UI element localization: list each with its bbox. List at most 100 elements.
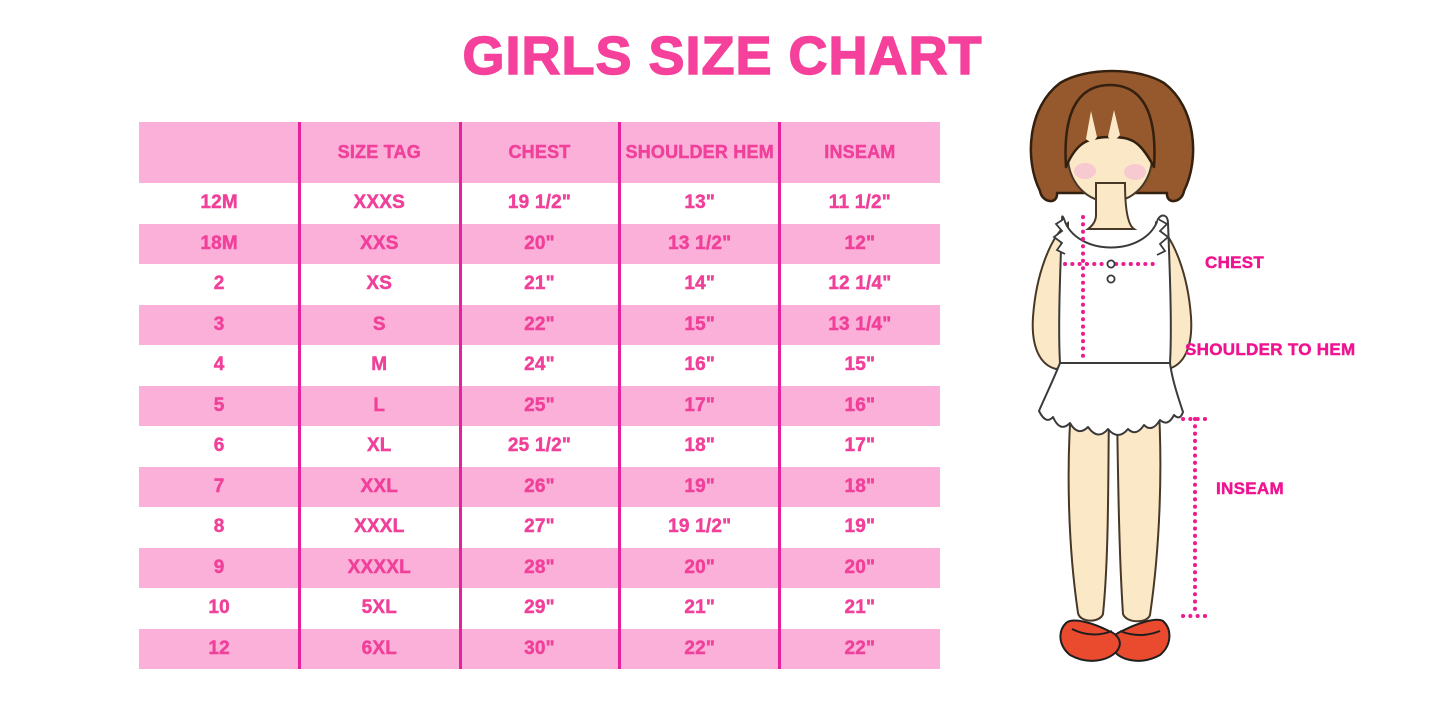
table-cell: 25" xyxy=(524,394,555,416)
table-cell: 20" xyxy=(684,556,716,578)
table-cell: 14" xyxy=(684,273,716,295)
table-cell: 25 1/2" xyxy=(507,435,572,457)
left-leg xyxy=(1067,393,1111,622)
table-cell: XXS xyxy=(359,232,399,254)
table-row: 8 XXXL 27" 19 1/2" 19" xyxy=(139,507,940,548)
bangs-notch xyxy=(1108,110,1120,140)
table-cell: 22" xyxy=(524,313,555,335)
table-cell: 10 xyxy=(208,597,230,619)
table-row: 7 XXL 26" 19" 18" xyxy=(139,466,940,507)
table-cell: XXL xyxy=(360,475,399,497)
table-cell: 29" xyxy=(524,597,555,619)
table-cell: 13" xyxy=(684,192,716,214)
column-header: SHOULDER HEM xyxy=(625,142,774,162)
table-cell: 28" xyxy=(524,556,555,578)
table-cell: 27" xyxy=(524,516,555,538)
table-cell: 12 1/4" xyxy=(828,273,892,295)
table-row: 12 6XL 30" 22" 22" xyxy=(139,628,940,669)
table-cell: 17" xyxy=(684,394,716,416)
table-cell: 12 xyxy=(208,637,230,659)
table-cell: 17" xyxy=(844,435,876,457)
bangs-notch xyxy=(1086,111,1097,142)
table-cell: 6XL xyxy=(361,637,398,659)
skirt xyxy=(1038,362,1184,436)
column-header: INSEAM xyxy=(824,142,896,162)
table-cell: 21" xyxy=(684,597,716,619)
table-cell: 22" xyxy=(684,637,716,659)
table-cell: 18" xyxy=(844,475,876,497)
table-cell: 6 xyxy=(213,435,225,457)
table-cell: XXXXL xyxy=(347,556,411,578)
table-cell: 24" xyxy=(524,354,555,376)
table-cell: 21" xyxy=(844,597,876,619)
table-cell: 16" xyxy=(844,394,876,416)
button xyxy=(1106,259,1116,269)
page-title: GIRLS SIZE CHART xyxy=(462,26,983,86)
table-row: 6 XL 25 1/2" 18" 17" xyxy=(139,426,940,467)
inseam-label: INSEAM xyxy=(1216,479,1284,498)
table-cell: XXXS xyxy=(353,192,406,214)
button xyxy=(1106,274,1116,284)
table-cell: 22" xyxy=(844,637,876,659)
table-cell: 4 xyxy=(213,354,225,376)
table-cell: 13 1/2" xyxy=(668,232,732,254)
left-shoulder-ruffle xyxy=(1052,218,1066,255)
column-header: CHEST xyxy=(508,142,571,162)
shoes xyxy=(1059,618,1171,662)
table-row: 9 XXXXL 28" 20" 20" xyxy=(139,547,940,588)
table-cell: 20" xyxy=(844,556,876,578)
table-cell: 19" xyxy=(684,475,716,497)
table-cell: 9 xyxy=(213,556,225,578)
table-cell: 21" xyxy=(524,273,555,295)
table-row: 12M XXXS 19 1/2" 13" 11 1/2" xyxy=(139,183,940,224)
right-leg xyxy=(1115,393,1162,623)
table-cell: 30" xyxy=(524,637,555,659)
table-cell: 19" xyxy=(844,516,876,538)
right-shoulder-ruffle xyxy=(1156,218,1170,256)
table-cell: 18M xyxy=(200,232,238,254)
table-cell: 20" xyxy=(524,232,555,254)
girl-illustration xyxy=(1020,65,1445,675)
legs xyxy=(1067,393,1162,623)
neck xyxy=(1085,182,1138,230)
table-cell: 5XL xyxy=(361,597,398,619)
bangs xyxy=(1064,83,1156,169)
blush-right xyxy=(1124,164,1146,180)
table-cell: 8 xyxy=(213,516,225,538)
left-shoe xyxy=(1059,619,1121,662)
table-row: 3 S 22" 15" 13 1/4" xyxy=(139,304,940,345)
table-cell: 5 xyxy=(213,394,225,416)
table-cell: 26" xyxy=(524,475,555,497)
table-row: 5 L 25" 17" 16" xyxy=(139,385,940,426)
table-cell: 2 xyxy=(213,273,225,295)
table-cell: 3 xyxy=(213,313,225,335)
girl-figure-drawing xyxy=(1029,69,1209,662)
table-cell: 13 1/4" xyxy=(828,313,892,335)
table-cell: 16" xyxy=(684,354,716,376)
table-cell: 12M xyxy=(200,192,238,214)
table-cell: 7 xyxy=(213,475,225,497)
table-cell: 18" xyxy=(684,435,716,457)
table-cell: S xyxy=(372,313,386,335)
chest-label: CHEST xyxy=(1205,253,1265,272)
column-header xyxy=(139,122,299,183)
table-cell: 15" xyxy=(684,313,716,335)
table-cell: XXXL xyxy=(354,516,405,538)
table-cell: XL xyxy=(366,435,392,457)
shoulder-to-hem-label: SHOULDER TO HEM xyxy=(1185,340,1356,359)
column-header: SIZE TAG xyxy=(337,142,421,162)
table-cell: XS xyxy=(366,273,393,295)
top-bodice xyxy=(1058,214,1172,364)
table-cell: 12" xyxy=(844,232,876,254)
table-cell: 11 1/2" xyxy=(828,192,891,214)
table-row: 4 M 24" 16" 15" xyxy=(139,345,940,386)
table-cell: 15" xyxy=(844,354,876,376)
table-row: 10 5XL 29" 21" 21" xyxy=(139,588,940,629)
table-cell: 19 1/2" xyxy=(668,516,732,538)
blush-left xyxy=(1074,163,1096,179)
table-row: 2 XS 21" 14" 12 1/4" xyxy=(139,264,940,305)
table-row: 18M XXS 20" 13 1/2" 12" xyxy=(139,223,940,264)
size-chart-table: SIZE TAG CHEST SHOULDER HEM INSEAM 12M XXXS 19… xyxy=(139,122,940,669)
left-shoe-strap xyxy=(1071,628,1113,636)
